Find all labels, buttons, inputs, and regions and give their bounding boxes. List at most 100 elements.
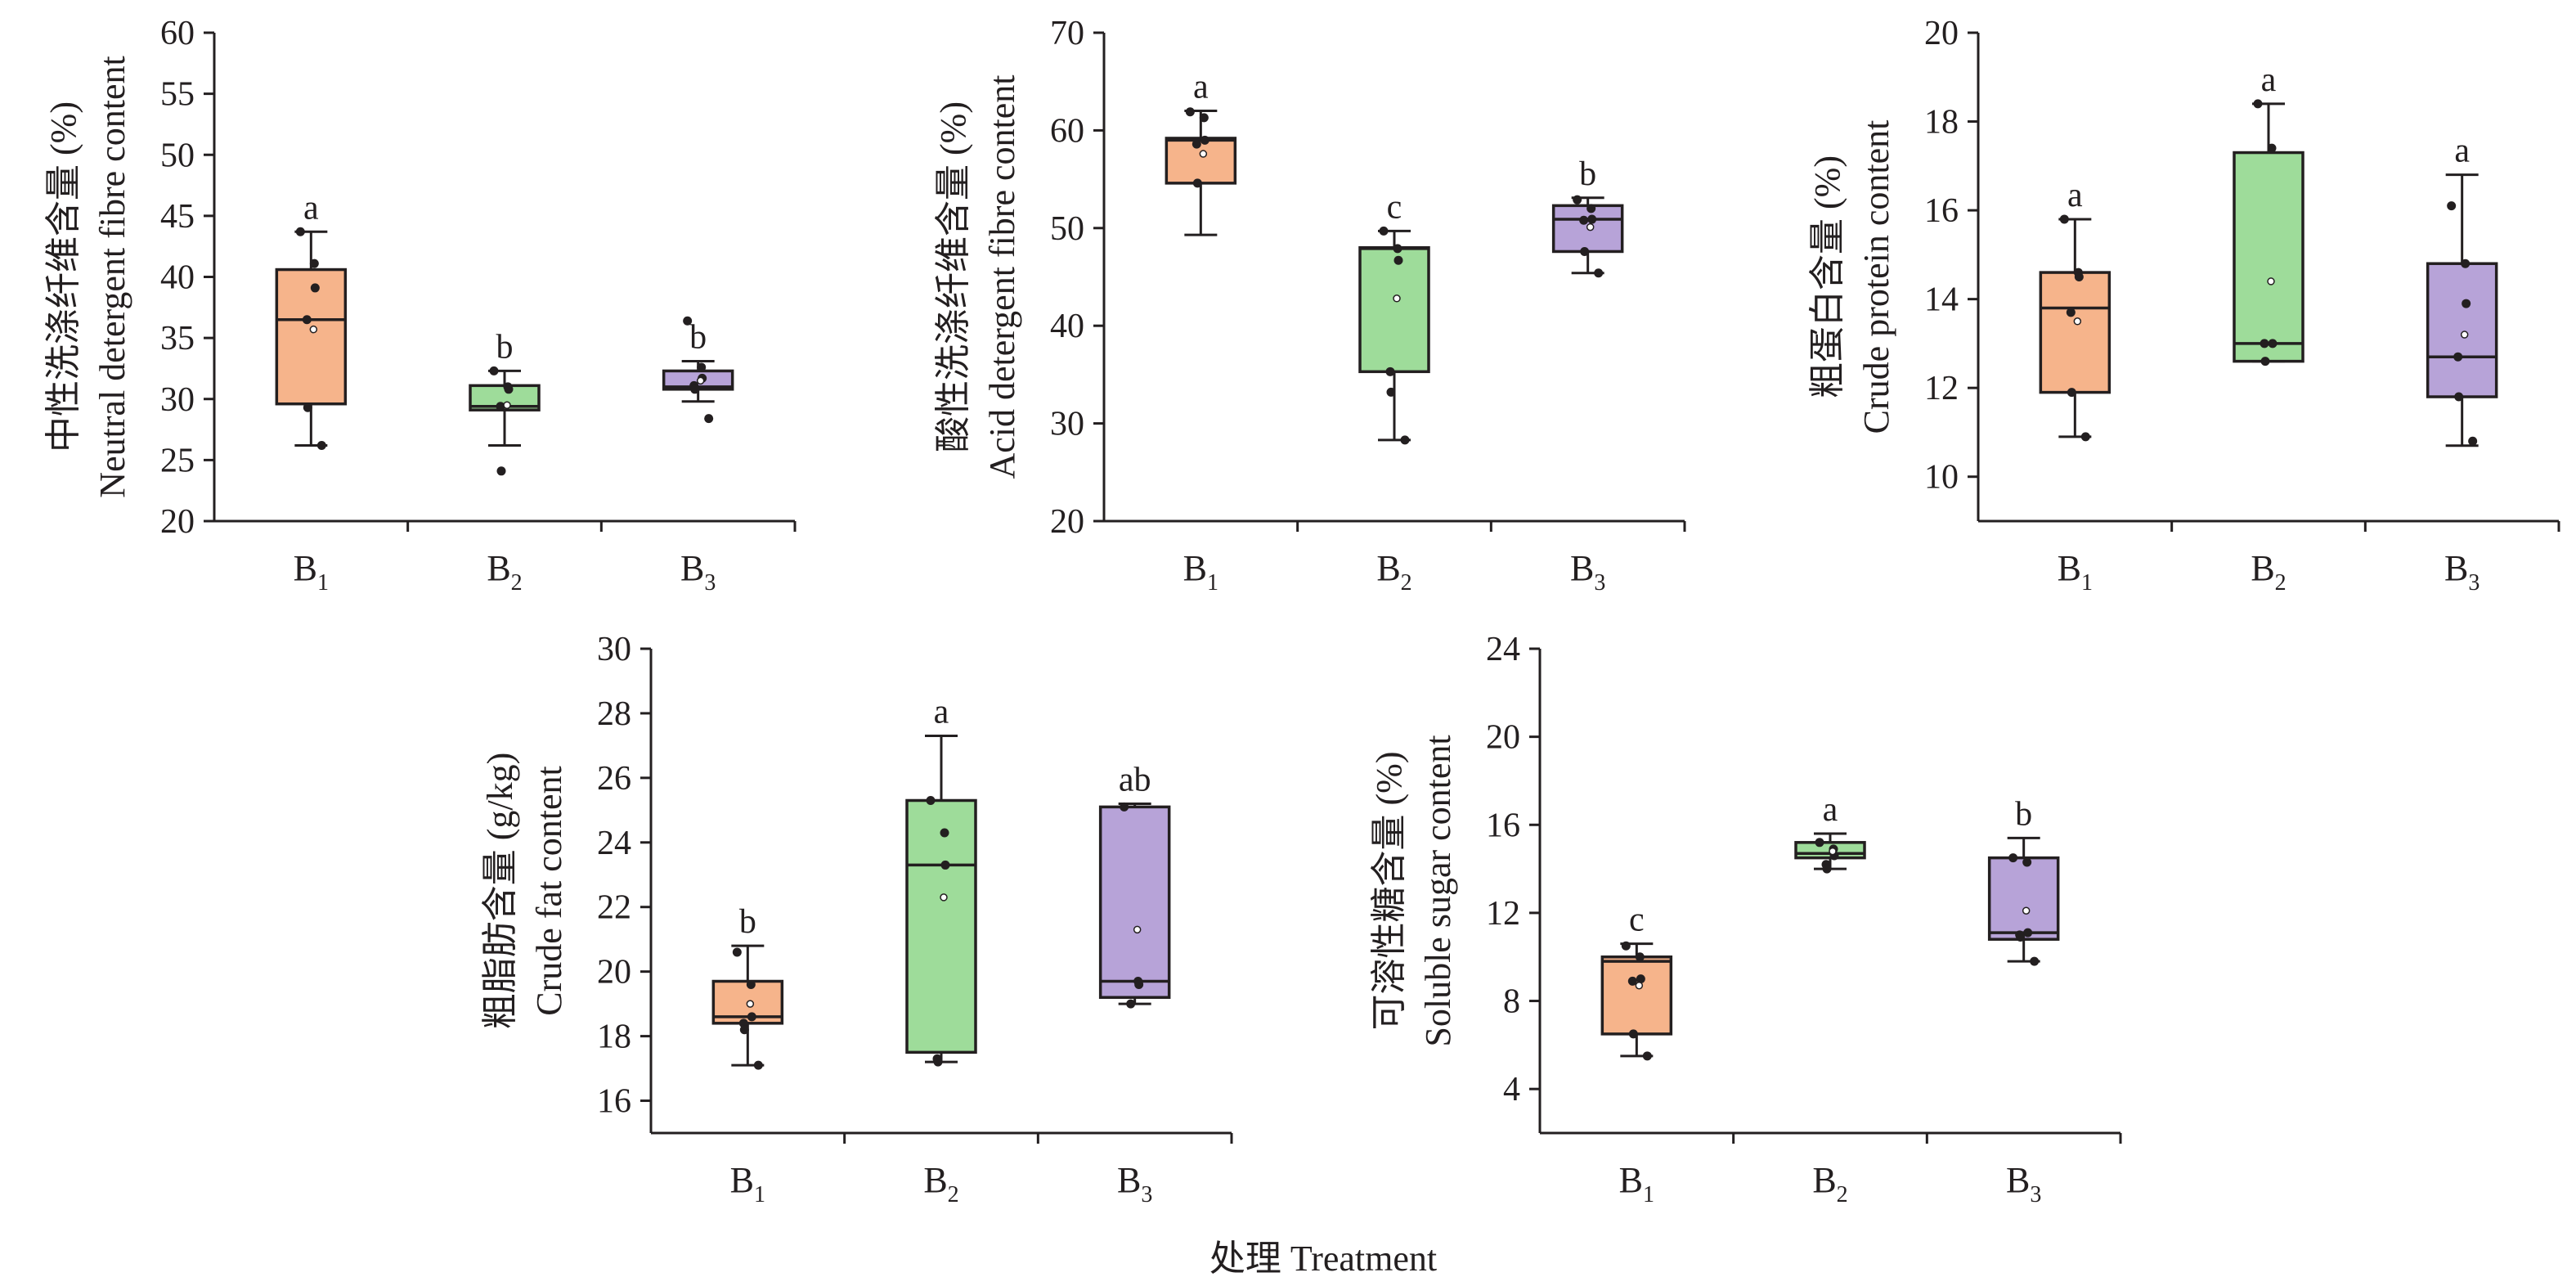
data-point xyxy=(2253,99,2263,109)
y-tick-label: 8 xyxy=(1503,983,1520,1021)
data-point xyxy=(697,362,707,372)
data-point xyxy=(1185,107,1195,117)
data-point xyxy=(732,947,742,957)
data-point xyxy=(2453,352,2463,362)
y-tick-label: 10 xyxy=(1924,459,1959,497)
data-point xyxy=(1192,178,1202,188)
data-point xyxy=(1815,838,1824,848)
data-point xyxy=(1594,268,1604,278)
y-tick-label: 60 xyxy=(1050,112,1084,150)
significance-letter: b xyxy=(689,318,707,356)
data-point xyxy=(489,366,499,375)
data-point xyxy=(2067,388,2076,398)
data-point xyxy=(295,227,305,236)
x-tick-label: B3 xyxy=(2006,1160,2041,1207)
y-axis-label-cn: 粗脂肪含量 (g/kg) xyxy=(480,753,520,1030)
data-point xyxy=(2030,956,2040,966)
significance-letter: b xyxy=(496,328,514,366)
data-point xyxy=(746,979,756,989)
data-point xyxy=(1587,214,1597,224)
y-tick-label: 16 xyxy=(1924,192,1959,230)
data-point xyxy=(2268,339,2278,348)
data-point xyxy=(310,283,320,293)
data-point xyxy=(2468,436,2478,446)
data-point xyxy=(316,440,326,450)
data-point xyxy=(1126,999,1136,1009)
data-point xyxy=(2080,432,2090,442)
data-point xyxy=(1379,226,1389,236)
data-point xyxy=(2260,357,2270,366)
data-point xyxy=(1386,387,1396,397)
y-tick-label: 18 xyxy=(597,1018,631,1056)
y-tick-label: 30 xyxy=(1050,406,1084,443)
significance-letter: a xyxy=(1823,791,1838,829)
mean-marker xyxy=(1393,295,1401,303)
data-point xyxy=(302,315,312,325)
data-point xyxy=(1393,255,1403,265)
x-tick-label: B1 xyxy=(730,1160,765,1207)
y-tick-label: 40 xyxy=(1050,308,1084,345)
data-point xyxy=(690,384,700,394)
y-tick-label: 28 xyxy=(597,695,631,733)
data-point xyxy=(1393,244,1402,254)
data-point xyxy=(2267,143,2277,153)
mean-marker xyxy=(1199,150,1208,158)
y-tick-label: 60 xyxy=(160,15,195,52)
y-axis-label-en: Crude protein content xyxy=(1856,120,1896,434)
mean-marker xyxy=(2073,317,2082,326)
data-point xyxy=(496,466,506,476)
data-point xyxy=(1635,952,1645,962)
data-point xyxy=(1627,976,1637,986)
data-point xyxy=(1400,435,1410,445)
significance-letter: a xyxy=(2067,177,2083,214)
y-tick-label: 24 xyxy=(1486,631,1520,668)
data-point xyxy=(753,1060,763,1070)
box-B2 xyxy=(905,798,977,1054)
data-point xyxy=(683,316,693,326)
data-point xyxy=(1586,204,1596,214)
y-axis-label-cn: 可溶性糖含量 (%) xyxy=(1369,752,1409,1031)
y-tick-label: 18 xyxy=(1924,104,1959,142)
chart-panel-2: 20 30 40 50 60 70 酸性洗涤纤维含量 (%) Acid detergent f… xyxy=(933,15,1686,596)
significance-letter: c xyxy=(1387,188,1402,226)
y-tick-label: 20 xyxy=(597,954,631,991)
x-tick-label: B3 xyxy=(680,548,716,596)
data-point xyxy=(1573,195,1582,205)
box-B3 xyxy=(1987,856,2060,941)
x-tick-label: B2 xyxy=(2251,548,2286,596)
box-B1 xyxy=(2039,271,2112,394)
y-tick-label: 20 xyxy=(1486,719,1520,757)
significance-letter: b xyxy=(2015,795,2032,833)
mean-marker xyxy=(940,893,948,902)
data-point xyxy=(1200,135,1209,145)
box-B2 xyxy=(2233,151,2304,363)
y-tick-label: 20 xyxy=(1924,15,1959,52)
x-tick-label: B1 xyxy=(1183,548,1218,596)
x-tick-label: B2 xyxy=(1376,548,1411,596)
data-point xyxy=(496,402,505,411)
mean-marker xyxy=(1133,925,1142,934)
data-point xyxy=(1628,1029,1638,1039)
x-tick-label: B1 xyxy=(294,548,329,596)
y-tick-label: 30 xyxy=(597,631,631,668)
y-axis-label-en: Neutral detergent fibre content xyxy=(92,56,132,497)
data-point xyxy=(1120,802,1129,812)
data-point xyxy=(933,1057,943,1067)
y-tick-label: 50 xyxy=(160,137,195,174)
significance-letter: b xyxy=(1579,155,1596,193)
box-B2 xyxy=(1358,245,1430,374)
data-point xyxy=(2461,259,2471,268)
figure-x-axis-label: 处理 Treatment xyxy=(1209,1239,1437,1279)
x-tick-label: B2 xyxy=(923,1160,958,1207)
box-B3 xyxy=(2426,262,2498,398)
y-tick-label: 12 xyxy=(1486,895,1520,933)
data-point xyxy=(2023,928,2033,938)
data-point xyxy=(2074,272,2084,281)
chart-panel-4: 16 18 20 22 24 26 28 30 粗脂肪含量 (g/kg) Crude fat co… xyxy=(480,631,1233,1207)
chart-panel-1: 20 25 30 35 40 45 50 55 60 中性洗涤纤维含量 (%) Neutral de… xyxy=(43,15,797,596)
x-tick-label: B1 xyxy=(1619,1160,1654,1207)
box-B3 xyxy=(1098,805,1171,999)
y-tick-label: 55 xyxy=(160,76,195,114)
data-point xyxy=(2016,933,2026,942)
x-tick-label: B2 xyxy=(487,548,522,596)
